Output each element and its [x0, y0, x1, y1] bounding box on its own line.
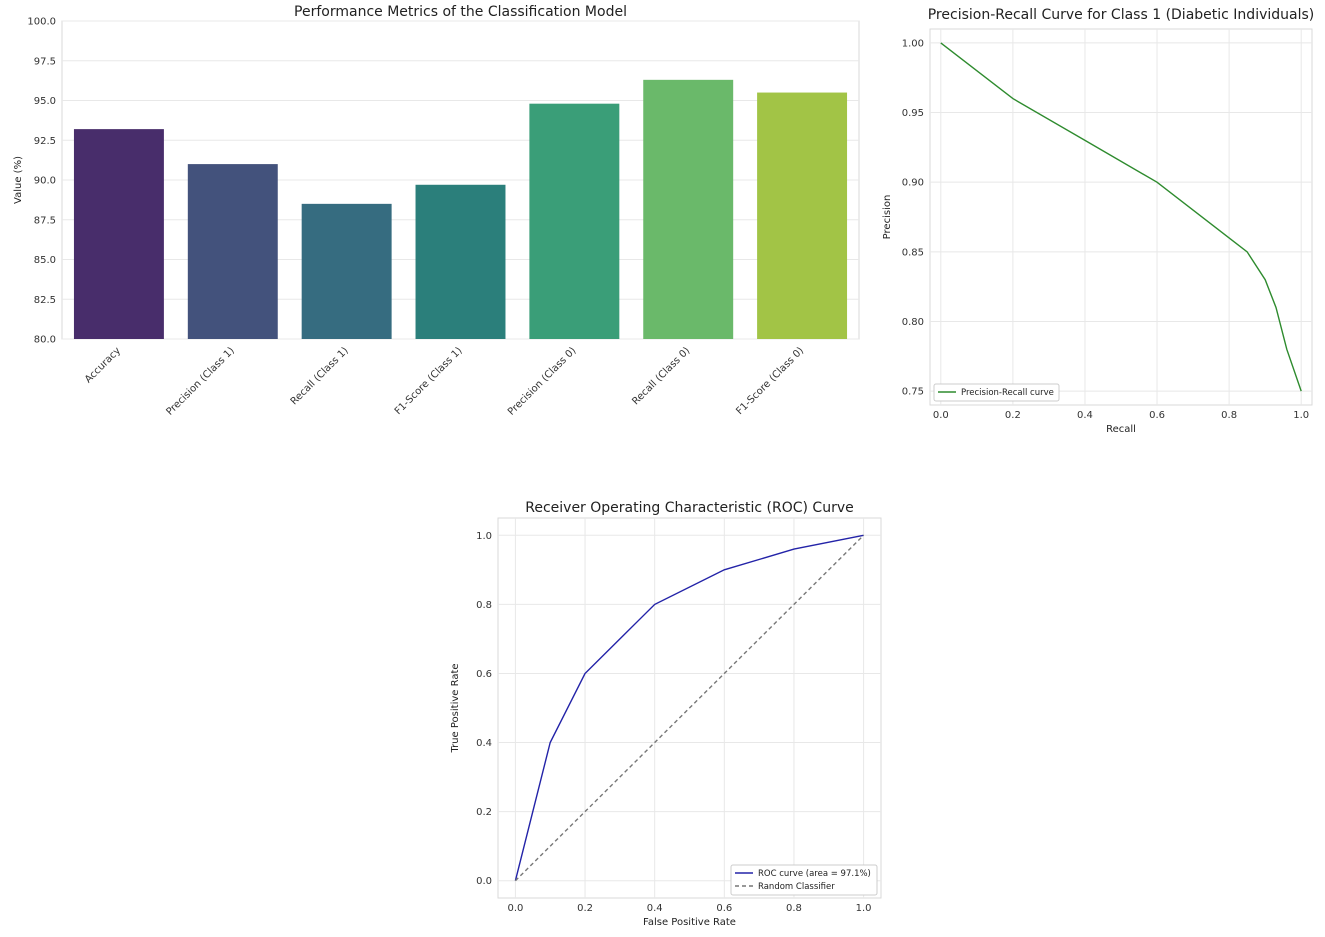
bar-chart-xtick-label: Accuracy [83, 345, 123, 385]
pr-curve-ytick-label: 0.95 [902, 108, 924, 119]
roc-curve-chart: 0.0 0.2 0.4 0.6 0.8 1.0 0.0 0.2 0.4 0.6 0.8 1.0 Rece… [450, 500, 882, 928]
roc-curve-xtick-label: 0.2 [577, 903, 593, 914]
bar-chart-ytick-label: 87.5 [34, 215, 56, 226]
pr-curve-ytick-label: 0.85 [902, 247, 924, 258]
bar-chart: 80.0 82.5 85.0 87.5 90.0 92.5 95.0 97.5 100.0 Acc… [13, 4, 860, 418]
bar-chart-title: Performance Metrics of the Classificatio… [294, 4, 627, 20]
bar [757, 92, 848, 339]
bar-chart-ytick-label: 100.0 [27, 17, 56, 28]
roc-curve-legend-entry: Random Classifier [758, 882, 835, 892]
pr-curve-ytick-label: 0.90 [902, 178, 924, 189]
pr-curve-legend: Precision-Recall curve [933, 383, 1060, 402]
roc-curve-legend-box [730, 864, 878, 896]
roc-curve-legend-entry: ROC curve (area = 97.1%) [758, 869, 871, 879]
roc-curve-xtick-label: 0.6 [716, 903, 732, 914]
bar [643, 79, 734, 339]
roc-curve-xtick-label: 0.0 [507, 903, 523, 914]
roc-curve-title: Receiver Operating Characteristic (ROC) … [525, 500, 854, 516]
bar [187, 164, 278, 339]
roc-curve-ytick-label: 0.0 [476, 876, 492, 887]
pr-curve-xtick-label: 0.8 [1221, 410, 1237, 421]
pr-curve-xtick-label: 0.0 [933, 410, 949, 421]
roc-curve-ytick-label: 0.4 [476, 738, 492, 749]
bar-chart-ytick-label: 80.0 [34, 335, 56, 346]
roc-curve-xtick-label: 0.4 [647, 903, 663, 914]
roc-curve-ytick-label: 0.2 [476, 807, 492, 818]
bar-chart-ytick-label: 92.5 [34, 136, 56, 147]
pr-curve-ytick-label: 1.00 [902, 38, 924, 49]
roc-curve-ytick-label: 1.0 [476, 531, 492, 542]
pr-curve-ytick-label: 0.80 [902, 317, 924, 328]
pr-curve-ytick-label: 0.75 [902, 387, 924, 398]
bar [73, 129, 164, 339]
pr-curve-title: Precision-Recall Curve for Class 1 (Diab… [928, 7, 1315, 23]
pr-curve-xtick-label: 0.4 [1077, 410, 1093, 421]
bar-chart-xtick-label: F1-Score (Class 1) [393, 345, 465, 417]
bar-chart-ytick-label: 97.5 [34, 56, 56, 67]
bar-chart-xtick-label: F1-Score (Class 0) [734, 345, 806, 417]
bar-chart-ytick-label: 85.0 [34, 255, 56, 266]
pr-curve-chart: 0.0 0.2 0.4 0.6 0.8 1.0 0.75 0.80 0.85 0.90 0.95 1.… [882, 7, 1314, 435]
roc-curve-series-line [514, 534, 864, 881]
roc-curve-ylabel: True Positive Rate [450, 663, 461, 753]
bar-chart-ytick-label: 90.0 [34, 176, 56, 187]
roc-curve-ytick-label: 0.8 [476, 600, 492, 611]
bar-chart-ytick-label: 95.0 [34, 96, 56, 107]
bar-chart-xtick-label: Recall (Class 0) [630, 345, 692, 407]
pr-curve-series-line [940, 42, 1302, 392]
pr-curve-xlabel: Recall [1106, 424, 1136, 435]
pr-curve-plot-area [929, 28, 1313, 406]
bar [415, 184, 506, 339]
roc-curve-legend: ROC curve (area = 97.1%) Random Classifie… [730, 864, 878, 896]
roc-curve-ytick-label: 0.6 [476, 669, 492, 680]
bar-chart-ylabel: Value (%) [13, 156, 24, 204]
pr-curve-legend-box [933, 383, 1060, 402]
bar [529, 103, 620, 340]
pr-curve-xtick-label: 0.6 [1149, 410, 1165, 421]
bar-chart-xtick-label: Recall (Class 1) [289, 345, 351, 407]
bar-chart-xtick-label: Precision (Class 0) [506, 345, 579, 418]
bar-chart-xtick-label: Precision (Class 1) [164, 345, 237, 418]
roc-curve-xtick-label: 0.8 [786, 903, 802, 914]
roc-curve-xlabel: False Positive Rate [643, 917, 736, 928]
pr-curve-legend-entry: Precision-Recall curve [961, 388, 1054, 398]
roc-curve-series-line [514, 534, 865, 882]
bar [301, 203, 392, 339]
roc-curve-xtick-label: 1.0 [856, 903, 872, 914]
pr-curve-xtick-label: 1.0 [1293, 410, 1309, 421]
bar-chart-ytick-label: 82.5 [34, 295, 56, 306]
pr-curve-xtick-label: 0.2 [1005, 410, 1021, 421]
pr-curve-ylabel: Precision [882, 195, 893, 240]
